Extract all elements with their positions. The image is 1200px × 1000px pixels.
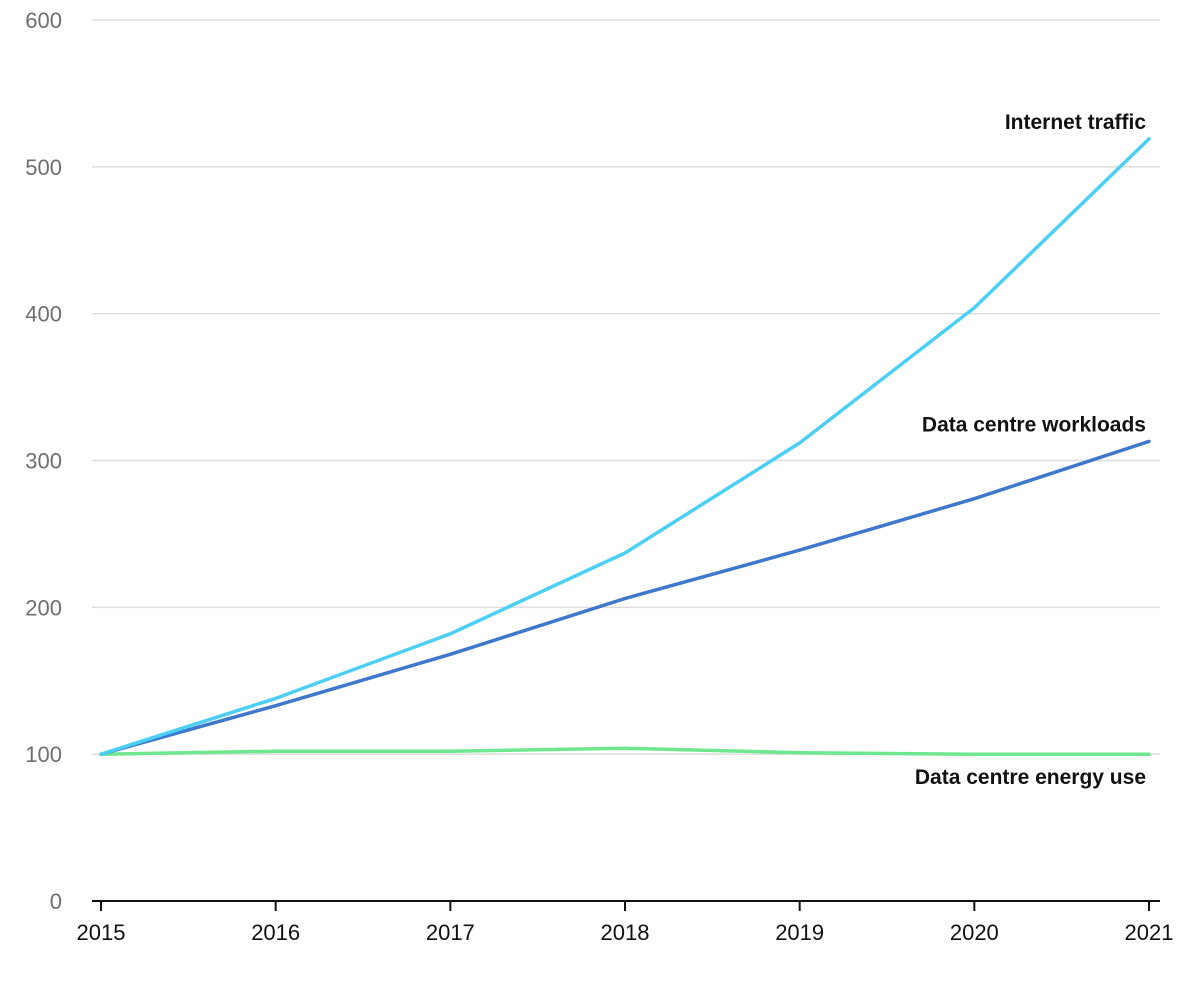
x-tick-label: 2019 <box>775 920 824 945</box>
x-tick-label: 2018 <box>601 920 650 945</box>
y-axis-ticks: 0 100 200 300 400 500 600 <box>25 8 62 914</box>
x-tick-label: 2017 <box>426 920 475 945</box>
y-tick-label: 300 <box>25 449 62 474</box>
series-label-data-centre-workloads: Data centre workloads <box>922 413 1146 436</box>
series-labels: Internet traffic Data centre workloads Dat… <box>915 111 1146 789</box>
series-lines <box>99 137 1151 756</box>
y-tick-label: 100 <box>25 742 62 767</box>
series-line-data-centre-energy-use <box>99 746 1151 756</box>
y-tick-label: 0 <box>50 889 62 914</box>
x-tick-label: 2016 <box>251 920 300 945</box>
x-tick-label: 2020 <box>950 920 999 945</box>
gridlines <box>92 19 1160 755</box>
x-axis-ticks: 2015 2016 2017 2018 2019 2020 2021 <box>77 901 1174 945</box>
series-line-data-centre-workloads <box>99 439 1151 756</box>
y-tick-label: 500 <box>25 155 62 180</box>
y-tick-label: 600 <box>25 8 62 33</box>
y-tick-label: 400 <box>25 302 62 327</box>
series-label-data-centre-energy-use: Data centre energy use <box>915 766 1146 789</box>
series-label-internet-traffic: Internet traffic <box>1005 111 1147 134</box>
y-tick-label: 200 <box>25 595 62 620</box>
x-tick-label: 2015 <box>77 920 126 945</box>
x-tick-label: 2021 <box>1125 920 1174 945</box>
series-line-internet-traffic <box>99 137 1151 756</box>
